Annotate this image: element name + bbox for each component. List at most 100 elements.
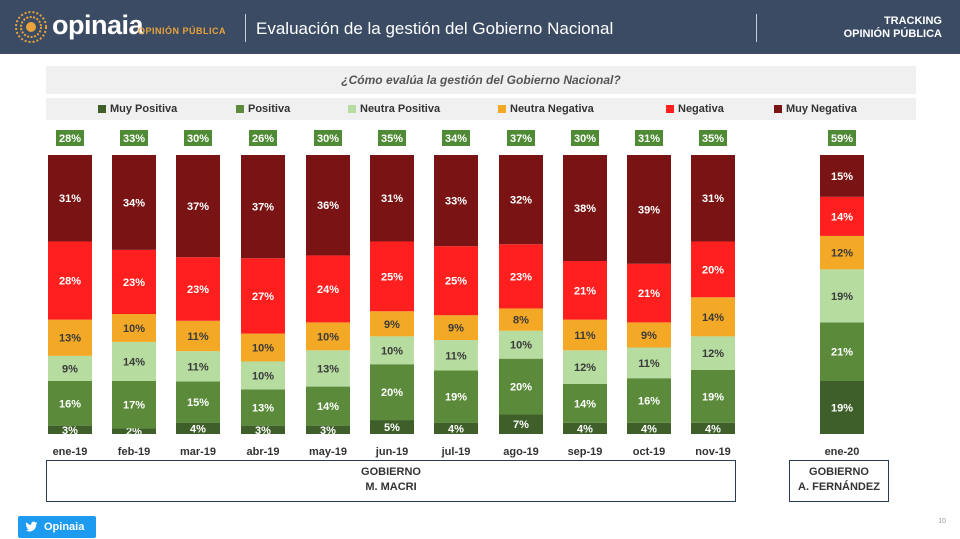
- bar-segment: [820, 196, 864, 236]
- legend-label: Neutra Negativa: [510, 103, 594, 115]
- data-label: 13%: [59, 333, 81, 345]
- data-label: 23%: [187, 284, 209, 296]
- positive-total-badge: [249, 130, 277, 146]
- bar-segment: [112, 155, 156, 250]
- data-label: 16%: [638, 396, 660, 408]
- data-label: 19%: [831, 402, 853, 414]
- data-label: 19%: [831, 291, 853, 303]
- bar-segment: [627, 155, 671, 264]
- bar-segment: [627, 263, 671, 323]
- bar-segment: [241, 361, 285, 390]
- data-label: 9%: [62, 363, 78, 375]
- bar-segment: [820, 155, 864, 197]
- legend-item: Neutra Negativa: [498, 98, 594, 120]
- bar-segment: [306, 350, 350, 387]
- positive-total-label: 31%: [638, 133, 660, 145]
- data-label: 10%: [317, 331, 339, 343]
- positive-total-label: 28%: [59, 133, 81, 145]
- positive-total-label: 37%: [510, 133, 532, 145]
- positive-total-label: 35%: [702, 133, 724, 145]
- twitter-bird-icon: [25, 521, 38, 532]
- data-label: 5%: [384, 422, 400, 434]
- tracking-line2: OPINIÓN PÚBLICA: [843, 28, 942, 40]
- positive-total-badge: [571, 130, 599, 146]
- positive-total-badge: [120, 130, 148, 146]
- bar-segment: [112, 341, 156, 381]
- bar-segment: [112, 314, 156, 342]
- tracking-line1: TRACKING: [883, 15, 942, 27]
- x-tick-label: jul-19: [441, 446, 471, 458]
- positive-total-badge: [378, 130, 406, 146]
- header-bar: opinaia OPINIÓN PÚBLICA Evaluación de la…: [0, 0, 960, 54]
- data-label: 9%: [384, 319, 400, 331]
- x-tick-label: ene-20: [825, 446, 860, 458]
- data-label: 8%: [513, 315, 529, 327]
- legend-swatch: [666, 105, 674, 114]
- bar-segment: [820, 380, 864, 434]
- data-label: 4%: [577, 423, 593, 435]
- data-label: 3%: [255, 425, 271, 437]
- bar-segment: [306, 155, 350, 256]
- bar-segment: [563, 422, 607, 434]
- data-label: 11%: [638, 358, 660, 370]
- bar-segment: [627, 422, 671, 434]
- data-label: 24%: [317, 284, 339, 296]
- legend-label: Positiva: [248, 103, 291, 115]
- legend-label: Muy Negativa: [786, 103, 857, 115]
- bar-segment: [691, 297, 735, 337]
- data-label: 11%: [445, 350, 467, 362]
- data-label: 28%: [59, 276, 81, 288]
- data-label: 34%: [123, 197, 145, 209]
- bar-segment: [48, 155, 92, 242]
- positive-total-badge: [442, 130, 470, 146]
- bar-segment: [691, 155, 735, 242]
- x-tick-label: oct-19: [633, 446, 665, 458]
- data-label: 23%: [510, 271, 532, 283]
- data-label: 23%: [123, 277, 145, 289]
- data-label: 11%: [187, 361, 209, 373]
- positive-total-badge: [507, 130, 535, 146]
- bar-segment: [241, 389, 285, 426]
- bar-segment: [563, 155, 607, 262]
- data-label: 10%: [123, 323, 145, 335]
- data-label: 14%: [317, 401, 339, 413]
- data-label: 7%: [513, 419, 529, 431]
- data-label: 25%: [381, 271, 403, 283]
- group-label-macri: GOBIERNO M. MACRI: [46, 460, 736, 502]
- data-label: 4%: [641, 423, 657, 435]
- data-label: 12%: [702, 348, 724, 360]
- bar-segment: [691, 422, 735, 434]
- bar-segment: [241, 425, 285, 434]
- data-label: 12%: [831, 248, 853, 260]
- data-label: 31%: [381, 193, 403, 205]
- data-label: 2%: [126, 426, 142, 438]
- legend-item: Muy Positiva: [98, 98, 177, 120]
- x-tick-label: mar-19: [180, 446, 216, 458]
- data-label: 20%: [702, 264, 724, 276]
- bar-segment: [48, 425, 92, 434]
- group-line1: GOBIERNO: [809, 466, 869, 478]
- chart-legend: Muy Positiva Positiva Neutra Positiva Neutr…: [46, 98, 916, 120]
- bar-segment: [112, 380, 156, 429]
- legend-swatch: [348, 105, 356, 114]
- data-label: 10%: [252, 343, 274, 355]
- bar-segment: [434, 422, 478, 434]
- data-label: 37%: [252, 202, 274, 214]
- data-label: 21%: [831, 347, 853, 359]
- data-label: 14%: [574, 398, 596, 410]
- data-label: 21%: [638, 288, 660, 300]
- positive-total-label: 26%: [252, 133, 274, 145]
- bar-segment: [176, 422, 220, 434]
- twitter-handle-badge[interactable]: Opinaia: [18, 516, 96, 538]
- header-divider: [756, 14, 757, 42]
- bar-segment: [370, 241, 414, 312]
- legend-swatch: [98, 105, 106, 114]
- brand-subtitle: OPINIÓN PÚBLICA: [138, 26, 227, 36]
- legend-swatch: [236, 105, 244, 114]
- positive-total-badge: [56, 130, 84, 146]
- bar-segment: [627, 347, 671, 379]
- positive-total-label: 30%: [187, 133, 209, 145]
- bar-segment: [820, 235, 864, 270]
- x-tick-label: feb-19: [118, 446, 150, 458]
